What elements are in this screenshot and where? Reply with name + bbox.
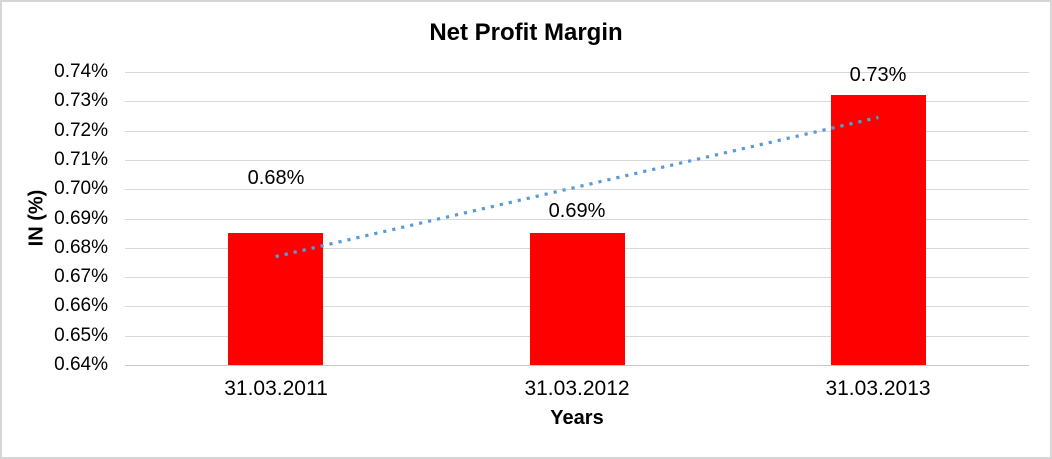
- bar-31.03.2012: [530, 233, 625, 365]
- x-tick-label: 31.03.2011: [224, 377, 328, 400]
- x-tick-label: 31.03.2013: [825, 377, 931, 400]
- y-tick-label: 0.68%: [54, 237, 108, 258]
- y-tick-label: 0.74%: [54, 61, 108, 82]
- data-label: 0.68%: [247, 167, 305, 189]
- y-tick-label: 0.65%: [54, 325, 108, 346]
- x-axis-title-label: Years: [550, 407, 604, 429]
- y-tick-label: 0.73%: [54, 90, 108, 111]
- y-tick-label: 0.67%: [54, 266, 108, 287]
- gridline: [125, 101, 1029, 102]
- data-label: 0.69%: [548, 200, 606, 222]
- y-tick-label: 0.71%: [54, 149, 108, 170]
- y-tick-label: 0.66%: [54, 295, 108, 316]
- chart-title: Net Profit Margin: [429, 19, 623, 46]
- x-tick-label: 31.03.2012: [524, 377, 630, 400]
- bar-31.03.2013: [831, 95, 926, 365]
- bar-31.03.2011: [228, 233, 323, 365]
- gridline: [125, 72, 1029, 73]
- x-axis-line: [125, 365, 1029, 366]
- y-tick-label: 0.64%: [54, 354, 108, 375]
- y-tick-label: 0.70%: [54, 178, 108, 199]
- y-tick-label: 0.72%: [54, 120, 108, 141]
- y-tick-label: 0.69%: [54, 208, 108, 229]
- data-label: 0.73%: [849, 64, 907, 86]
